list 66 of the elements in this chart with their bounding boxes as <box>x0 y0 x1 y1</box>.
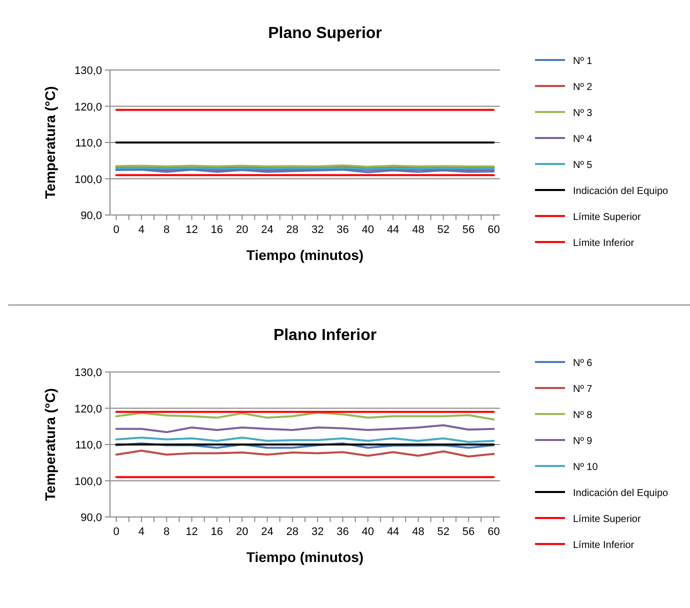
x-tick-label: 24 <box>261 224 274 236</box>
x-tick-label: 12 <box>186 224 198 236</box>
legend-label: Nº 3 <box>573 108 593 119</box>
x-tick-label: 24 <box>261 526 274 538</box>
y-tick-label: 110,0 <box>75 440 102 452</box>
line-series <box>115 424 495 434</box>
x-tick-label: 60 <box>488 526 500 538</box>
x-tick-label: 56 <box>462 224 475 236</box>
x-tick-label: 56 <box>462 526 475 538</box>
x-tick-label: 0 <box>113 526 120 538</box>
legend-label: Nº 1 <box>573 56 593 67</box>
legend-label: Nº 6 <box>573 358 593 369</box>
y-axis-title: Temperatura (°C) <box>42 388 58 501</box>
y-tick-label: 100,0 <box>74 174 102 186</box>
x-tick-label: 32 <box>311 526 324 538</box>
x-tick-label: 28 <box>286 224 299 236</box>
legend-label: Indicación del Equipo <box>573 488 669 499</box>
x-tick-label: 8 <box>164 224 170 236</box>
y-tick-label: 130,0 <box>74 65 102 77</box>
x-tick-label: 36 <box>336 526 349 538</box>
x-tick-label: 28 <box>286 526 299 538</box>
x-tick-label: 52 <box>437 224 450 236</box>
legend-label: Límite Inferior <box>573 238 635 249</box>
legend-label: Límite Superior <box>573 514 642 525</box>
chart-title: Plano Inferior <box>273 327 377 344</box>
x-tick-label: 0 <box>113 224 120 236</box>
x-tick-label: 8 <box>164 526 170 538</box>
x-tick-label: 16 <box>210 526 224 538</box>
legend-label: Límite Inferior <box>573 540 635 551</box>
line-series <box>115 412 495 420</box>
x-tick-label: 40 <box>362 526 374 538</box>
x-tick-label: 48 <box>412 526 424 538</box>
legend-label: Nº 9 <box>573 436 593 447</box>
x-axis-title: Tiempo (minutos) <box>246 549 364 565</box>
legend-label: Límite Superior <box>573 212 642 223</box>
legend-label: Nº 5 <box>573 160 593 171</box>
x-tick-label: 36 <box>336 224 349 236</box>
legend-label: Nº 8 <box>573 410 593 421</box>
x-tick-label: 60 <box>488 224 500 236</box>
y-tick-label: 130,0 <box>74 367 102 379</box>
y-tick-label: 90,0 <box>80 210 102 222</box>
x-tick-label: 44 <box>386 224 400 236</box>
x-tick-label: 4 <box>138 526 145 538</box>
y-tick-label: 120,0 <box>74 403 102 416</box>
y-tick-label: 110,0 <box>75 138 102 150</box>
legend-label: Nº 10 <box>573 462 598 473</box>
x-tick-label: 20 <box>236 526 248 538</box>
x-axis-title: Tiempo (minutos) <box>246 247 364 263</box>
x-tick-label: 16 <box>210 224 224 236</box>
x-tick-label: 40 <box>362 224 374 236</box>
x-tick-label: 4 <box>138 224 145 236</box>
chart-title: Plano Superior <box>268 25 382 42</box>
x-tick-label: 52 <box>437 526 450 538</box>
legend-label: Indicación del Equipo <box>573 186 669 197</box>
y-tick-label: 100,0 <box>74 476 102 488</box>
x-tick-label: 12 <box>186 526 198 538</box>
y-tick-label: 90,0 <box>80 512 102 524</box>
legend-label: Nº 7 <box>573 384 593 395</box>
legend-label: Nº 4 <box>573 134 593 145</box>
y-tick-label: 120,0 <box>74 101 102 114</box>
x-tick-label: 32 <box>311 224 324 236</box>
x-tick-label: 20 <box>236 224 248 236</box>
x-tick-label: 44 <box>386 526 400 538</box>
legend-label: Nº 2 <box>573 82 593 93</box>
x-tick-label: 48 <box>412 224 424 236</box>
y-axis-title: Temperatura (°C) <box>42 86 58 199</box>
